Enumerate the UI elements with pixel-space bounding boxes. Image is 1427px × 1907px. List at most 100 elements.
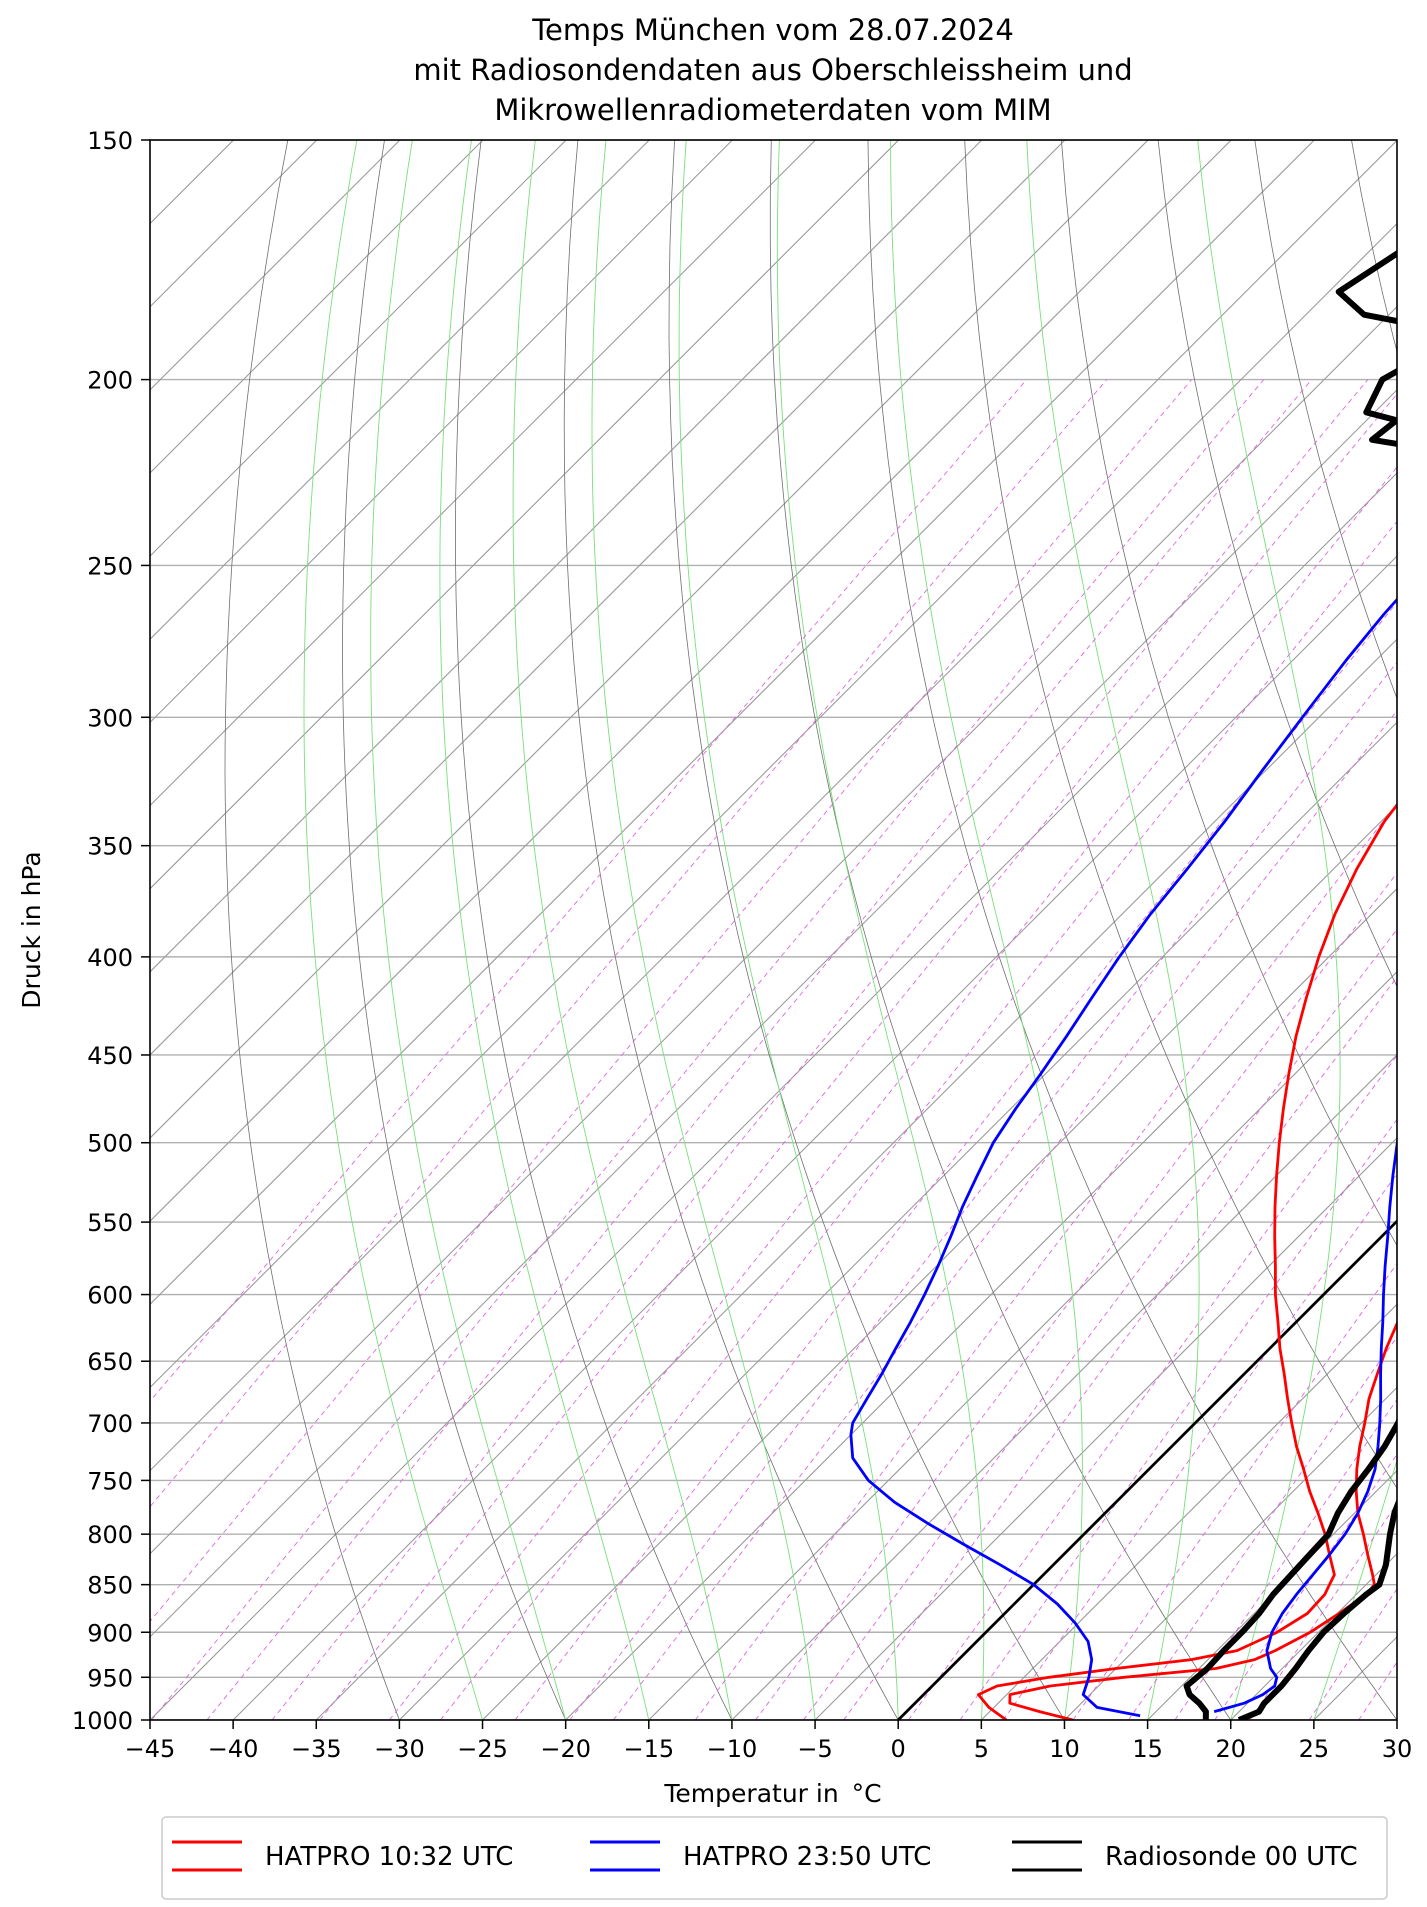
mixing-ratio-line — [908, 1054, 1397, 1720]
mixing-ratio-line — [150, 379, 1108, 1508]
isotherm-line — [150, 472, 1397, 1720]
y-axis: 150 200 250 300 350 400 450 500 550 600 650 700 750 8… — [72, 127, 150, 1735]
mixing-ratio-line — [959, 1118, 1397, 1720]
title-line-3: Mikrowellenradiometerdaten vom MIM — [494, 93, 1051, 127]
mixing-ratio-line — [1072, 1262, 1397, 1720]
y-tick-label: 300 — [87, 704, 133, 732]
mixing-ratio-line — [150, 379, 1192, 1623]
y-tick-label: 450 — [87, 1042, 133, 1070]
x-tick-label: −30 — [374, 1735, 425, 1763]
isotherm-line — [565, 887, 1397, 1720]
series-line-dewpoint — [849, 597, 1397, 1718]
isotherm-line — [150, 140, 567, 557]
x-tick-label: 10 — [1049, 1735, 1080, 1763]
dry-adiabat-line — [224, 140, 400, 1720]
isotherm-line — [150, 140, 401, 391]
x-tick-label: −25 — [457, 1735, 508, 1763]
mixing-ratio-line — [1174, 1398, 1397, 1720]
profile-lines — [849, 249, 1397, 1720]
y-tick-label: 400 — [87, 944, 133, 972]
series-line-temperature — [1008, 1320, 1397, 1720]
y-tick-label: 250 — [87, 552, 133, 580]
isotherm-line — [150, 140, 484, 474]
mixing-ratio-line — [755, 872, 1397, 1720]
isotherm-line — [731, 1054, 1397, 1720]
mixing-ratio-line — [514, 601, 1397, 1720]
moist-adiabat-line — [776, 140, 985, 1720]
moist-adiabat-line — [1396, 1718, 1397, 1720]
isotherm-line — [150, 222, 1397, 1472]
dry-adiabat-line — [668, 140, 1065, 1720]
isotherm-line — [150, 140, 1397, 1389]
moist-adiabat-line — [370, 140, 567, 1720]
mixing-ratio-line — [319, 393, 1397, 1720]
series-line-dewpoint — [977, 802, 1397, 1720]
legend-frame — [161, 1816, 1388, 1900]
isotherm-line — [150, 140, 1315, 1306]
isotherm-line — [150, 140, 733, 724]
x-tick-label: −35 — [291, 1735, 342, 1763]
y-axis-label: Druck in hPa — [17, 851, 46, 1008]
legend: HATPRO 10:32 UTC HATPRO 23:50 UTC Radioson… — [161, 1816, 1388, 1900]
y-tick-label: 1000 — [72, 1707, 133, 1735]
y-tick-label: 750 — [87, 1467, 133, 1495]
y-tick-label: 200 — [87, 367, 133, 395]
dry-adiabat-line — [563, 140, 899, 1720]
mixing-ratio-line — [843, 976, 1397, 1720]
dry-adiabat-line — [964, 140, 1397, 1489]
y-tick-label: 150 — [87, 127, 133, 155]
y-tick-label: 600 — [87, 1282, 133, 1310]
mixing-ratio-line — [206, 379, 1312, 1720]
mixing-ratio-line — [150, 379, 1027, 1402]
moist-adiabat-line — [439, 140, 650, 1720]
series-line-temperature — [1213, 1136, 1397, 1713]
moist-adiabat-line — [1313, 1458, 1397, 1720]
legend-label: HATPRO 10:32 UTC — [265, 1842, 513, 1872]
moist-adiabat-line — [678, 140, 899, 1720]
dry-adiabat-line — [455, 140, 733, 1720]
x-tick-label: 25 — [1299, 1735, 1330, 1763]
mixing-ratio-line — [1002, 1173, 1397, 1720]
title-line-2: mit Radiosondendaten aus Oberschleisshei… — [413, 53, 1132, 87]
isotherm-line — [150, 140, 983, 973]
isotherm-line — [150, 140, 1149, 1139]
y-tick-label: 350 — [87, 833, 133, 861]
background-lines — [150, 140, 1427, 1720]
mixing-ratio-line — [1308, 1588, 1397, 1720]
isotherm-line — [1396, 1719, 1397, 1720]
x-tick-label: −15 — [623, 1735, 674, 1763]
x-tick-label: 20 — [1215, 1735, 1246, 1763]
x-tick-label: 0 — [891, 1735, 906, 1763]
mixing-ratio-line — [694, 802, 1397, 1720]
isotherm-line — [980, 1303, 1397, 1720]
isotherm-line — [814, 1137, 1397, 1720]
mixing-ratio-line — [440, 520, 1397, 1720]
y-tick-label: 550 — [87, 1209, 133, 1237]
legend-label: Radiosonde 00 UTC — [1105, 1842, 1358, 1872]
isotherm-line — [648, 971, 1397, 1720]
y-tick-label: 650 — [87, 1348, 133, 1376]
title-line-1: Temps München vom 28.07.2024 — [531, 13, 1014, 47]
plot-frame — [149, 139, 1398, 1721]
moist-adiabat-line — [512, 140, 733, 1720]
mixing-ratio-line — [1401, 380, 1427, 1720]
x-tick-label: 5 — [974, 1735, 989, 1763]
y-tick-label: 950 — [87, 1664, 133, 1692]
isotherm-line — [1064, 1386, 1397, 1720]
isotherm-line — [150, 140, 650, 641]
mixing-ratio-line — [569, 661, 1397, 1720]
y-tick-label: 850 — [87, 1572, 133, 1600]
x-tick-label: −40 — [208, 1735, 259, 1763]
mixing-ratio-line — [803, 928, 1397, 1720]
mixing-ratio-line — [1214, 1453, 1397, 1720]
series-line-temperature — [1237, 1498, 1397, 1720]
x-tick-label: −10 — [707, 1735, 758, 1763]
mixing-ratio-line — [151, 379, 1265, 1720]
isotherm-line — [150, 305, 1397, 1555]
moist-adiabat-line — [591, 140, 816, 1720]
isotherm-line — [482, 804, 1397, 1720]
series-line-dewpoint — [1183, 249, 1397, 1720]
x-axis-label: Temperatur in °C — [663, 1779, 881, 1808]
legend-label: HATPRO 23:50 UTC — [683, 1842, 931, 1872]
moist-adiabat-line — [303, 140, 483, 1720]
